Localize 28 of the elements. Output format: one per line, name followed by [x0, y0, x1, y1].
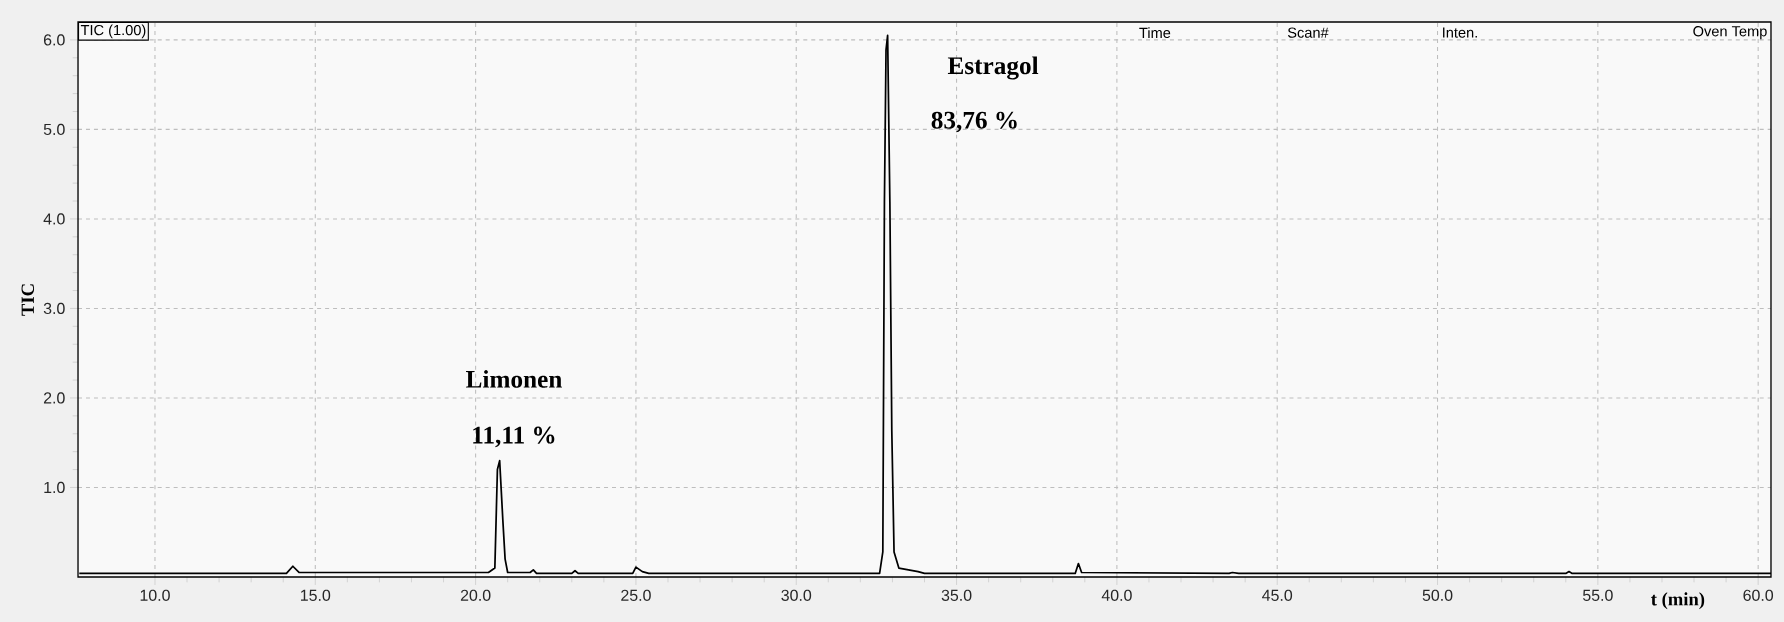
- y-tick-label: 4.0: [43, 213, 65, 225]
- annotation: Estragol: [947, 56, 1039, 80]
- x-tick-label: 25.0: [621, 589, 651, 601]
- annotation: Oven Temp: [1693, 26, 1767, 40]
- annotation: Limonen: [466, 370, 562, 388]
- x-tick-label: 55.0: [1582, 589, 1613, 601]
- x-axis-title: t (min): [1651, 592, 1705, 610]
- annotation: 11,11 %: [473, 426, 555, 448]
- x-tick-label: 35.0: [941, 589, 972, 601]
- x-tick-label: 60.0: [1743, 589, 1774, 601]
- annotation: TIC (1.00): [80, 24, 146, 39]
- y-tick-label: 6.0: [43, 34, 65, 46]
- y-axis-title: TIC: [21, 284, 35, 316]
- annotation: Inten.: [1443, 27, 1477, 38]
- y-tick-label: 1.0: [44, 481, 65, 494]
- y-tick-label: 2.0: [43, 392, 65, 404]
- annotation: 83,76 %: [931, 111, 1017, 133]
- x-tick-label: 30.0: [781, 589, 812, 601]
- y-tick-label: 3.0: [43, 302, 65, 315]
- y-tick-label: 5.0: [43, 123, 65, 136]
- x-tick-label: 10.0: [140, 589, 170, 601]
- x-tick-label: 20.0: [460, 589, 491, 601]
- x-tick-label: 45.0: [1262, 589, 1293, 601]
- annotation: Time: [1139, 27, 1171, 39]
- annotation: Scan#: [1287, 27, 1329, 38]
- x-tick-label: 40.0: [1101, 589, 1132, 601]
- x-tick-label: 50.0: [1422, 589, 1453, 601]
- x-tick-label: 15.0: [300, 589, 331, 601]
